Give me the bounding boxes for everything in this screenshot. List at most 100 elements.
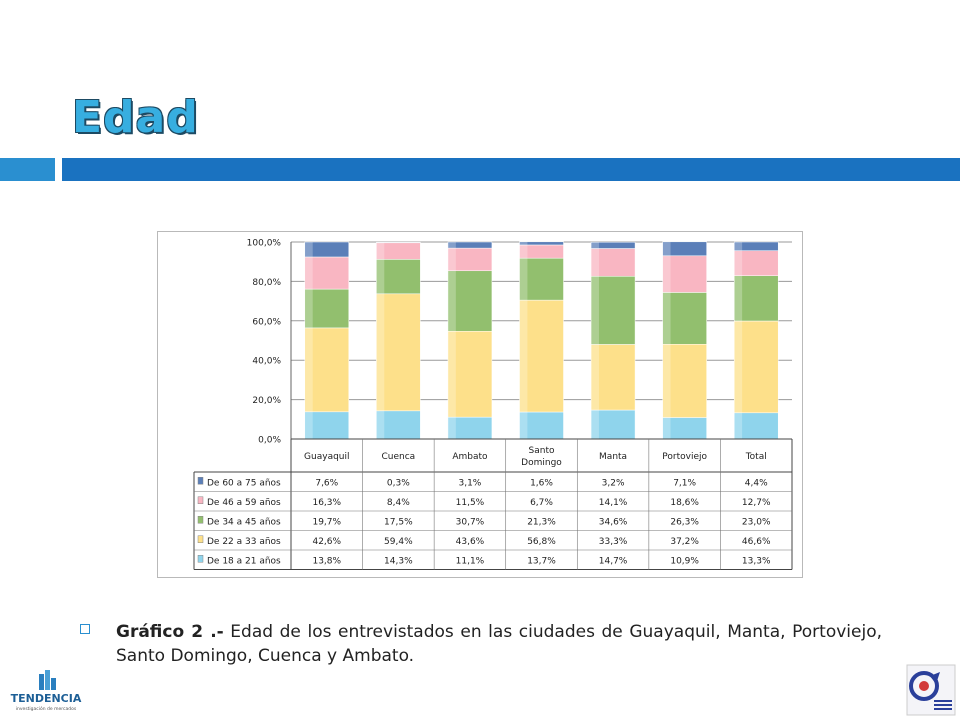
legend-label: De 60 a 75 años — [207, 478, 281, 488]
bar-segment — [733, 241, 779, 251]
logo-subtitle: investigación de mercados — [16, 705, 77, 712]
data-label: 14,1% — [599, 498, 628, 508]
x-tick-label: Total — [745, 452, 767, 462]
data-label: 13,3% — [742, 556, 771, 566]
bar-highlight — [519, 258, 528, 301]
data-label: 13,8% — [312, 556, 341, 566]
x-tick-label: Guayaquil — [304, 452, 349, 462]
bar-segment — [447, 330, 493, 418]
data-label: 7,1% — [673, 478, 696, 488]
bar-highlight — [662, 292, 671, 345]
data-label: 13,7% — [527, 556, 556, 566]
data-label: 46,6% — [742, 537, 771, 547]
bullet-icon — [80, 624, 90, 634]
bar-highlight — [734, 412, 743, 439]
bar-segment — [519, 257, 564, 301]
legend-label: De 22 a 33 años — [207, 537, 281, 547]
bar-segment — [304, 327, 350, 413]
data-label: 10,9% — [670, 556, 699, 566]
legend-swatch — [197, 477, 204, 485]
bar-segment — [376, 259, 421, 295]
bar-highlight — [734, 242, 743, 251]
y-tick-label: 100,0% — [247, 239, 282, 249]
data-label: 3,1% — [458, 478, 481, 488]
bar-highlight — [519, 241, 528, 245]
bar-segment — [376, 241, 421, 244]
data-label: 1,6% — [530, 478, 553, 488]
bar-segment — [590, 409, 636, 440]
bar-highlight — [447, 417, 456, 439]
data-label: 43,6% — [456, 537, 485, 547]
legend-swatch — [197, 535, 204, 543]
legend-swatch — [197, 516, 204, 524]
figure-caption: Gráfico 2 .- Edad de los entrevistados e… — [80, 620, 882, 668]
data-label: 0,3% — [387, 478, 410, 488]
data-label: 56,8% — [527, 537, 556, 547]
caption-text: Edad de los entrevistados en las ciudade… — [116, 622, 882, 666]
bar-highlight — [519, 300, 528, 413]
data-label: 34,6% — [599, 517, 628, 527]
bar-segment — [733, 275, 779, 322]
data-label: 4,4% — [745, 478, 768, 488]
bar-highlight — [304, 327, 313, 412]
data-label: 33,3% — [599, 537, 628, 547]
logo-name: TENDENCIA — [11, 692, 82, 705]
stacked-bar-chart: 0,0% 20,0% 40,0% 60,0% 80,0% 100,0% Guayaquil C… — [193, 239, 793, 570]
bar-highlight — [447, 331, 456, 418]
data-label: 37,2% — [670, 537, 699, 547]
slide-title: Edad — [72, 92, 199, 143]
tendencia-logo: TENDENCIA investigación de mercados — [6, 668, 86, 716]
bar-segment — [519, 241, 564, 246]
data-label: 18,6% — [670, 498, 699, 508]
y-tick-label: 60,0% — [252, 317, 281, 327]
bar-highlight — [447, 270, 456, 332]
bar-highlight — [591, 242, 599, 249]
header-accent-bar — [62, 158, 960, 181]
x-tick-label: Ambato — [452, 452, 488, 462]
header-accent-bar-left — [0, 158, 55, 181]
x-tick-label: Domingo — [521, 458, 562, 468]
bar-segment — [376, 410, 421, 440]
bar-highlight — [376, 242, 385, 243]
x-tick-label: Santo — [529, 446, 555, 456]
bar-highlight — [447, 242, 456, 249]
bar-highlight — [376, 242, 385, 260]
bar-segment — [662, 343, 707, 418]
legend-label: De 18 a 21 años — [207, 556, 281, 566]
bar-segment — [590, 344, 636, 411]
bar-highlight — [304, 242, 313, 257]
bar-highlight — [304, 411, 313, 439]
bar-highlight — [376, 410, 385, 439]
data-label: 26,3% — [670, 517, 699, 527]
caption-label: Gráfico 2 .- — [116, 622, 224, 642]
data-label: 21,3% — [527, 517, 556, 527]
x-tick-label: Cuenca — [382, 452, 416, 462]
data-label: 11,5% — [456, 498, 485, 508]
bar-segment — [519, 299, 564, 413]
data-label: 11,1% — [456, 556, 485, 566]
bar-highlight — [734, 320, 743, 413]
quito-turismo-logo — [906, 664, 956, 716]
bar-segment — [590, 241, 636, 249]
y-tick-label: 20,0% — [252, 396, 281, 406]
data-label: 30,7% — [456, 517, 485, 527]
bar-highlight — [662, 344, 671, 418]
x-tick-label: Manta — [599, 452, 627, 462]
data-label: 19,7% — [312, 517, 341, 527]
y-tick-label: 40,0% — [252, 357, 281, 367]
legend-swatch — [197, 496, 204, 504]
bar-segment — [304, 256, 350, 290]
bar-segment — [376, 293, 421, 412]
data-label: 12,7% — [742, 498, 771, 508]
data-label: 16,3% — [312, 498, 341, 508]
bar-segment — [733, 320, 779, 414]
bar-segment — [304, 241, 350, 258]
bar-highlight — [591, 248, 599, 277]
bar-highlight — [662, 255, 671, 293]
data-label: 42,6% — [312, 537, 341, 547]
bar-segment — [733, 412, 779, 440]
bar-highlight — [304, 256, 313, 290]
bar-highlight — [447, 248, 456, 271]
bar-segment — [662, 241, 707, 257]
legend-label: De 34 a 45 años — [207, 517, 281, 527]
